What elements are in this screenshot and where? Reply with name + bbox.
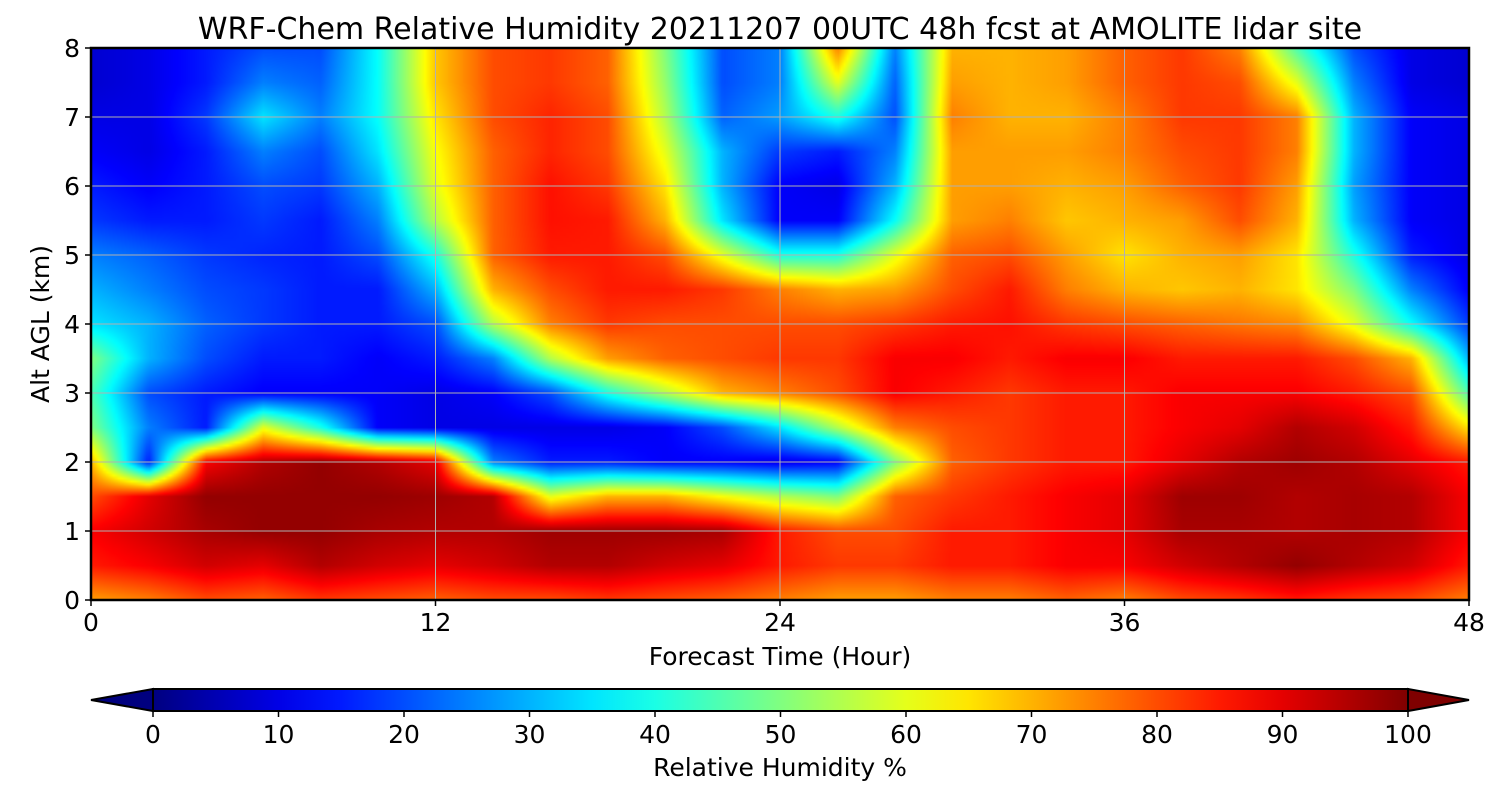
- gridlines: [91, 48, 1469, 600]
- colorbar: 0 10 20 30 40 50 60 70 80 90 100 Relative Humidity…: [90, 687, 1470, 782]
- colorbar-extend-high: [1407, 687, 1470, 713]
- colorbar-tick-label: 60: [890, 720, 922, 749]
- colorbar-ticks: 0 10 20 30 40 50 60 70 80 90 100: [145, 711, 1432, 749]
- colorbar-tick-label: 50: [765, 720, 797, 749]
- colorbar-tick-label: 90: [1267, 720, 1299, 749]
- y-tick-label: 0: [64, 586, 80, 615]
- y-tick-label: 7: [64, 103, 80, 132]
- colorbar-tick-label: 40: [639, 720, 671, 749]
- colorbar-ramp: [153, 689, 1408, 711]
- x-tick-label: 48: [1453, 608, 1485, 637]
- y-axis-ticks: 0 1 2 3 4 5 6 7 8: [64, 34, 91, 615]
- x-axis-ticks: 0 12 24 36 48: [83, 600, 1485, 637]
- x-tick-label: 0: [83, 608, 99, 637]
- chart-title: WRF-Chem Relative Humidity 20211207 00UT…: [198, 12, 1362, 47]
- y-tick-label: 8: [64, 34, 80, 63]
- y-axis-label: Alt AGL (km): [26, 245, 55, 403]
- colorbar-tick-label: 80: [1141, 720, 1173, 749]
- y-tick-label: 1: [64, 517, 80, 546]
- y-tick-label: 2: [64, 448, 80, 477]
- colorbar-tick-label: 0: [145, 720, 161, 749]
- x-tick-label: 24: [764, 608, 796, 637]
- plot-area: [89, 46, 1471, 602]
- colorbar-tick-label: 30: [514, 720, 546, 749]
- y-tick-label: 5: [64, 241, 80, 270]
- colorbar-extend-low: [90, 687, 154, 713]
- x-tick-label: 12: [420, 608, 452, 637]
- y-tick-label: 4: [64, 310, 80, 339]
- colorbar-tick-label: 70: [1016, 720, 1048, 749]
- x-axis-label: Forecast Time (Hour): [649, 642, 912, 671]
- colorbar-label: Relative Humidity %: [653, 753, 907, 782]
- colorbar-tick-label: 100: [1384, 720, 1432, 749]
- colorbar-tick-label: 10: [263, 720, 295, 749]
- colorbar-tick-label: 20: [388, 720, 420, 749]
- y-tick-label: 3: [64, 379, 80, 408]
- y-tick-label: 6: [64, 172, 80, 201]
- x-tick-label: 36: [1109, 608, 1141, 637]
